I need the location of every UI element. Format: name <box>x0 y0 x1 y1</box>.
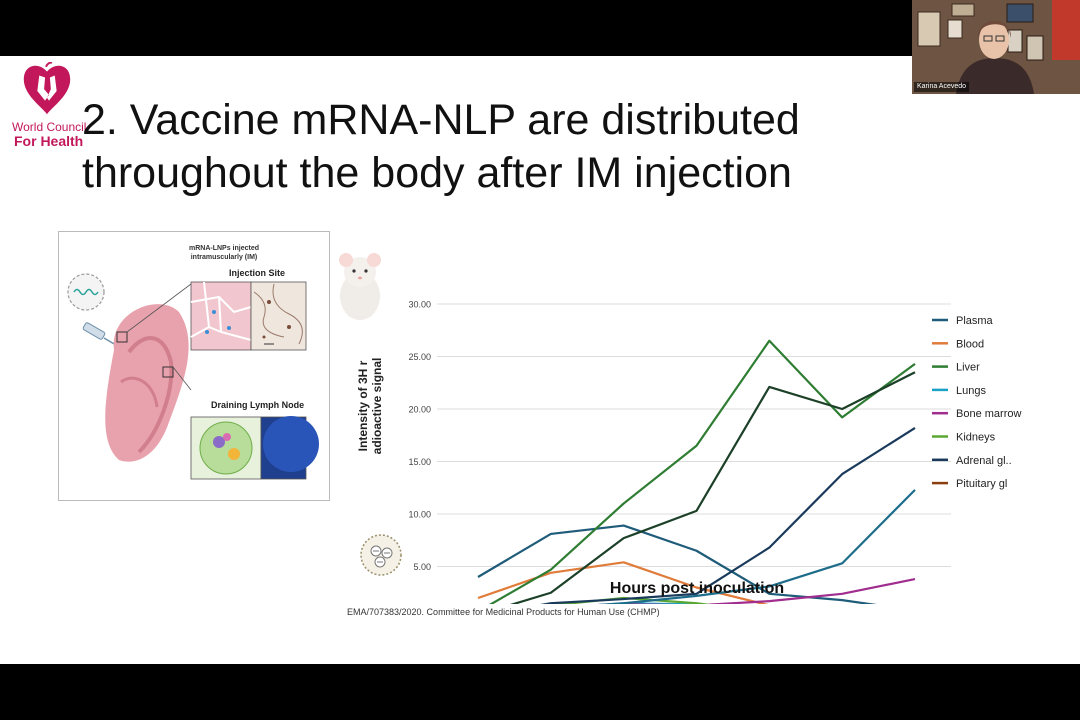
series-line-6 <box>540 426 916 604</box>
webcam-video <box>912 0 1080 94</box>
lymph-node-label: Draining Lymph Node <box>211 400 305 410</box>
injection-illustration <box>67 273 319 480</box>
series-line-2 <box>489 339 916 604</box>
legend-label: Kidneys <box>956 432 996 444</box>
series-line-0 <box>477 524 877 604</box>
y-tick-label: 10.00 <box>408 510 431 520</box>
injection-site-label: Injection Site <box>229 268 286 278</box>
logo: World Council For Health <box>10 62 90 152</box>
chart-legend: Plasma Blood Liver Lungs Bone marrow Kidneys A… <box>932 315 1021 490</box>
injection-figure: mRNA-LNPs injected intramuscularly (IM) … <box>58 231 330 501</box>
mouse-icon <box>339 253 381 320</box>
legend-label: Blood <box>956 338 984 350</box>
legend-label: Bone marrow <box>956 408 1021 420</box>
legend-label: Plasma <box>956 315 994 327</box>
series-line-4 <box>595 578 916 604</box>
legend-label: Pituitary gl <box>956 478 1007 490</box>
legend-label: Lungs <box>956 385 986 397</box>
figure-title: mRNA-LNPs injected intramuscularly (IM) <box>188 245 259 261</box>
x-axis-label: Hours post inoculation <box>610 580 784 597</box>
series-line-5 <box>553 596 711 604</box>
legend-label: Liver <box>956 362 980 374</box>
series-line-1 <box>477 561 769 604</box>
y-tick-label: 20.00 <box>408 405 431 415</box>
slide-title-line2: throughout the body after IM injection <box>82 149 792 197</box>
slide-title: 2. Vaccine mRNA-NLP are distributed thro… <box>82 94 922 200</box>
y-axis-label-line2: adioactive signal <box>370 358 384 455</box>
y-tick-label: 5.00 <box>413 562 431 572</box>
webcam-tile[interactable]: Karina Acevedo <box>912 0 1080 94</box>
slide: World Council For Health 2. Vaccine mRNA… <box>0 56 1080 664</box>
series-line-8 <box>509 371 916 604</box>
legend-label: Adrenal gl.. <box>956 455 1012 467</box>
lipid-nanoparticle-icon <box>360 534 402 576</box>
chart-series <box>477 339 916 604</box>
y-tick-label: 30.00 <box>408 300 431 310</box>
citation: EMA/707383/2020. Committee for Medicinal… <box>347 607 660 617</box>
y-axis-label-line1: Intensity of 3H r <box>356 360 370 451</box>
logo-text-line2: For Health <box>14 133 84 149</box>
participant-name: Karina Acevedo <box>914 82 970 92</box>
y-tick-label: 25.00 <box>408 352 431 362</box>
slide-title-line1: 2. Vaccine mRNA-NLP are distributed <box>82 96 800 144</box>
chart-grid <box>437 303 951 567</box>
logo-text-line1: World Council <box>12 120 87 134</box>
series-line-9 <box>597 489 916 604</box>
y-tick-label: 15.00 <box>408 457 431 467</box>
heart-hands-icon <box>23 62 71 115</box>
